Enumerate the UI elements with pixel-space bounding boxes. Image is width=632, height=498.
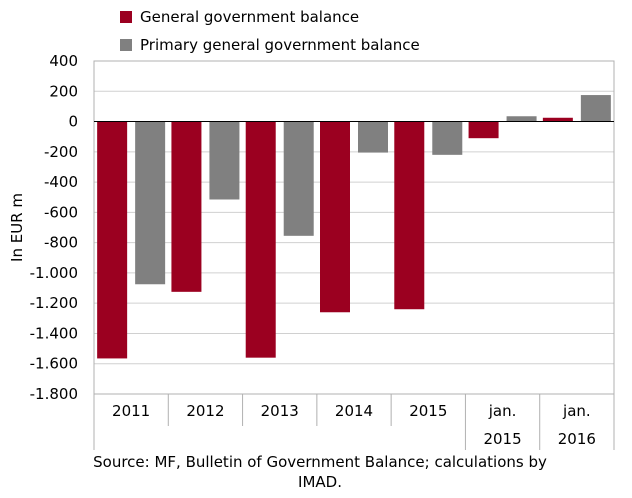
y-tick-label: -1.600 [30, 355, 78, 373]
legend-item-primary-balance: Primary general government balance [120, 34, 420, 56]
y-tick-label: -800 [44, 234, 78, 252]
y-tick-label: -600 [44, 203, 78, 221]
y-tick-label: 200 [49, 82, 78, 100]
category-label: 2011 [112, 402, 150, 420]
bar-general [245, 121, 276, 358]
legend-swatch-general-balance [120, 11, 132, 23]
bar-primary [358, 121, 388, 153]
y-tick-label: 400 [49, 52, 78, 70]
bar-primary [580, 95, 611, 122]
y-tick-label: -400 [44, 173, 78, 191]
y-tick-label: -1.800 [30, 385, 78, 403]
bar-general [394, 121, 425, 310]
bar-general [542, 117, 573, 122]
category-label: jan. [562, 402, 591, 420]
legend-swatch-primary-balance [120, 39, 132, 51]
legend-label-primary-balance: Primary general government balance [140, 36, 420, 54]
source-note: Source: MF, Bulletin of Government Balan… [93, 453, 547, 491]
bar-general [171, 121, 202, 292]
category-label: 2015 [483, 430, 521, 448]
bar-general [320, 121, 350, 313]
bar-general [468, 121, 499, 139]
bar-primary [432, 121, 463, 155]
category-label: 2015 [409, 402, 447, 420]
y-axis-title: In EUR m [8, 193, 26, 262]
bar-primary [135, 121, 166, 285]
y-tick-label: 0 [68, 113, 78, 131]
y-tick-label: -1.000 [30, 264, 78, 282]
category-label: jan. [488, 402, 517, 420]
bar-general [97, 121, 128, 359]
legend-label-general-balance: General government balance [140, 8, 360, 26]
y-tick-label: -1.400 [30, 324, 78, 342]
bar-primary [209, 121, 240, 200]
y-tick-label: -200 [44, 143, 78, 161]
category-label: 2013 [261, 402, 299, 420]
y-tick-label: -1.200 [30, 294, 78, 312]
category-label: 2014 [335, 402, 373, 420]
bar-primary [283, 121, 314, 236]
legend-item-general-balance: General government balance [120, 6, 359, 28]
plot-border [93, 60, 615, 395]
bar-primary [506, 116, 537, 122]
category-label: 2016 [558, 430, 596, 448]
category-label: 2012 [186, 402, 224, 420]
